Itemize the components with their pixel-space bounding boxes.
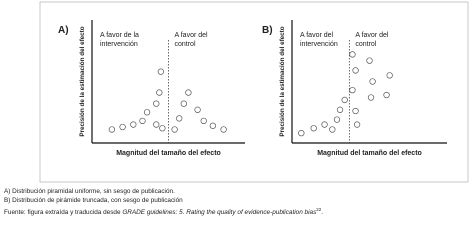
point (367, 94, 375, 101)
point (383, 91, 390, 99)
point (171, 126, 178, 133)
point (220, 126, 227, 133)
caption-text: Fuente: figura extraída y traducida desd… (4, 209, 123, 217)
point (200, 117, 207, 125)
point (349, 86, 356, 94)
point (353, 121, 361, 128)
point (143, 109, 151, 116)
point (130, 121, 137, 128)
point (336, 106, 344, 113)
point (352, 107, 359, 115)
point (157, 68, 165, 75)
point (108, 126, 116, 133)
caption-line: B) Distribución de pirámide truncada, co… (4, 197, 183, 204)
point (333, 116, 341, 123)
annotation: A favor de la (100, 32, 139, 39)
annotation: control (355, 41, 376, 48)
point (298, 130, 305, 137)
caption-text: . (321, 209, 324, 217)
annotation: A favor del (175, 32, 209, 39)
point (156, 89, 163, 96)
point (310, 125, 317, 132)
point (185, 89, 192, 96)
frame (39, 1, 469, 183)
caption-ref: 22 (316, 207, 322, 212)
point (153, 100, 160, 107)
point (349, 51, 356, 58)
panel-label: A) (58, 25, 69, 36)
point (321, 121, 328, 128)
point (180, 100, 187, 107)
annotation: A favor del (300, 32, 334, 39)
point (386, 72, 393, 79)
point (153, 121, 160, 128)
annotation: intervención (100, 41, 138, 48)
y-axis-label: Precisión de la estimación del efecto (79, 26, 86, 136)
point (176, 115, 183, 122)
figure: A) A favor de la intervención A favor del co… (4, 1, 469, 217)
point (329, 126, 336, 133)
caption-line: A) Distribución piramidal uniforme, sin … (4, 188, 175, 195)
caption: A) Distribución piramidal uniforme, sin … (4, 187, 323, 217)
annotation: intervención (300, 41, 338, 48)
chart: A) A favor de la intervención A favor del co… (39, 1, 469, 183)
x-axis-label: Magnitud del tamaño del efecto (317, 150, 422, 157)
annotation: A favor del (355, 32, 389, 39)
caption-title: GRADE guidelines: 5. Rating the quality … (122, 209, 317, 217)
y-axis-label: Precisión de la estimación del efecto (279, 26, 286, 136)
point (119, 123, 126, 131)
point (369, 78, 376, 85)
point (159, 125, 166, 132)
x-axis-label: Magnitud del tamaño del efecto (116, 150, 221, 157)
caption-line: Fuente: figura extraída y traducida desd… (4, 205, 323, 217)
point (139, 117, 146, 125)
panel-label: B) (262, 25, 273, 36)
point (194, 106, 201, 113)
point (352, 67, 359, 74)
point (341, 96, 348, 104)
annotation: control (175, 41, 196, 48)
point (209, 122, 217, 129)
point (366, 57, 373, 64)
